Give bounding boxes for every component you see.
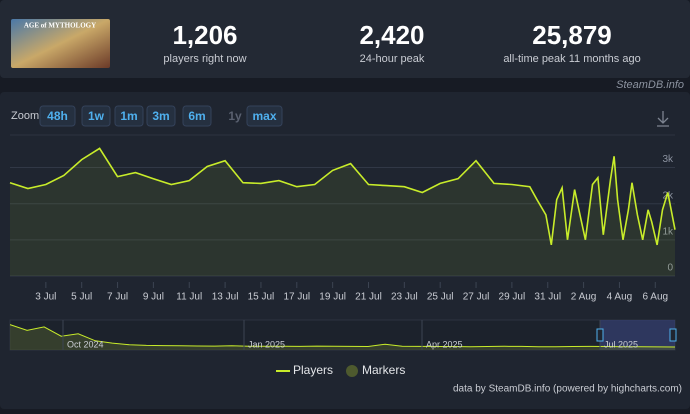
zoom-button-label[interactable]: 3m — [152, 109, 169, 123]
zoom-button-label[interactable]: max — [252, 109, 276, 123]
navigator-label: Jan 2025 — [248, 339, 285, 349]
x-tick-label: 11 Jul — [176, 292, 202, 303]
zoom-button[interactable] — [182, 105, 212, 127]
navigator-handle[interactable] — [669, 328, 677, 342]
navigator-label: Jul 2025 — [604, 339, 638, 349]
x-tick-label: 15 Jul — [248, 292, 275, 303]
x-tick-label: 25 Jul — [427, 292, 454, 303]
x-tick-label: 9 Jul — [143, 292, 164, 303]
zoom-button[interactable] — [246, 105, 283, 127]
legend-label[interactable]: Players — [293, 363, 333, 377]
legend-symbol[interactable] — [346, 365, 358, 377]
zoom-button-label[interactable]: 1w — [88, 109, 105, 123]
x-tick-label: 17 Jul — [283, 292, 310, 303]
y-tick-label: 3k — [662, 154, 674, 165]
stat-label: 24-hour peak — [360, 53, 425, 65]
navigator-label: Oct 2024 — [67, 339, 104, 349]
zoom-label: Zoom — [11, 110, 39, 122]
x-tick-label: 27 Jul — [463, 292, 490, 303]
zoom-button-label[interactable]: 1m — [120, 109, 137, 123]
x-tick-label: 21 Jul — [355, 292, 382, 303]
credit: data by SteamDB.info (powered by highcha… — [453, 384, 682, 395]
zoom-button-label[interactable]: 6m — [188, 109, 205, 123]
stat-value: 1,206 — [172, 20, 237, 50]
x-tick-label: 3 Jul — [35, 292, 56, 303]
navigator-handle[interactable] — [596, 328, 604, 342]
x-tick-label: 4 Aug — [607, 292, 633, 303]
zoom-button-label[interactable]: 48h — [47, 109, 68, 123]
stat-label: all-time peak 11 months ago — [503, 53, 640, 65]
x-tick-label: 2 Aug — [571, 292, 597, 303]
x-tick-label: 23 Jul — [391, 292, 418, 303]
zoom-button[interactable] — [114, 105, 144, 127]
stat-label: players right now — [163, 53, 246, 65]
download-icon[interactable] — [657, 111, 669, 127]
navigator-line — [9, 324, 676, 348]
x-tick-label: 7 Jul — [107, 292, 128, 303]
x-tick-label: 31 Jul — [534, 292, 561, 303]
y-tick-label: 0 — [667, 263, 673, 274]
x-tick-label: 6 Aug — [642, 292, 668, 303]
game-logo — [11, 19, 110, 68]
zoom-button-label[interactable]: 1y — [228, 109, 242, 123]
area-fill — [10, 148, 675, 276]
stat-value: 25,879 — [532, 20, 612, 50]
series-line — [9, 147, 676, 246]
y-tick-label: 1k — [662, 226, 674, 237]
legend-label[interactable]: Markers — [362, 363, 405, 377]
navigator-window[interactable] — [600, 320, 675, 350]
zoom-button[interactable] — [146, 105, 176, 127]
x-tick-label: 13 Jul — [212, 292, 239, 303]
stats-panel — [0, 0, 690, 78]
stat-value: 2,420 — [359, 20, 424, 50]
x-tick-label: 19 Jul — [319, 292, 346, 303]
game-logo-text: AGE of MYTHOLOGY — [24, 22, 96, 30]
navigator-label: Apr 2025 — [426, 339, 463, 349]
x-tick-label: 5 Jul — [71, 292, 92, 303]
brand: SteamDB.info — [616, 79, 684, 91]
zoom-button[interactable] — [81, 105, 111, 127]
x-tick-label: 29 Jul — [499, 292, 526, 303]
navigator-area — [10, 324, 675, 350]
zoom-button[interactable] — [39, 105, 76, 127]
